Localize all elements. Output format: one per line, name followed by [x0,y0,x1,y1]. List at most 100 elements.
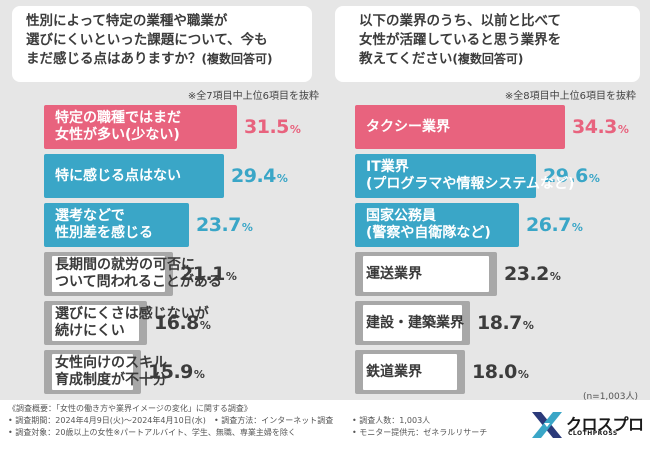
bar-value-unit: % [517,368,529,381]
bar-accent: 特に感じる点はない [44,154,224,198]
logo-text-en: CLOTHPROSS [568,430,618,437]
bar-inner [52,354,133,390]
bar-value-number: 18.7 [477,312,522,334]
bar-value-number: 23.7 [196,214,241,236]
bar-label-line: 国家公務員 [366,208,436,224]
bar-value: 23.2% [504,263,561,285]
bar-label: 長期間の就労の可否に ついて問われることがある [44,257,222,291]
bar-value-number: 18.0 [472,361,517,383]
bar-inner [52,256,165,292]
subnote: ※全8項目中上位6項目を抜粋 [504,91,636,102]
question-line: 女性が活躍していると思う業界を [359,32,562,48]
bar-accent: IT業界 (プログラマや情報システムなど) [355,154,574,198]
bar-plain: 建設・建築業界 [355,301,470,345]
question-note: (複数回答可) [452,52,524,66]
bar-row: 運送業界 23.2% [355,249,561,299]
bar-row: 選考などで 性別差を感じる 23.7% [44,200,253,250]
question-note: (複数回答可) [201,52,273,66]
question-line-text: 教えてください [359,51,453,67]
question-line: 教えてください(複数回答可) [359,50,632,69]
survey-overview: 《調査概要：「女性の働き方や業界イメージの変化」に関する調査》 [8,404,252,413]
bar-accent: 国家公務員 (警察や自衛隊など) [355,203,519,247]
bar-label-line: 続けにくい [55,323,125,339]
bar-value-unit: % [289,123,301,136]
bar-value-unit: % [276,172,288,185]
bar-value: 21.1% [180,263,237,285]
survey-footer: 《調査概要：「女性の働き方や業界イメージの変化」に関する調査》 • 調査期間：2… [0,400,650,450]
bar-label-line: 性別差を感じる [55,225,153,241]
bar-value-number: 23.2 [504,263,549,285]
bar-label-line: 女性が多い(少ない) [55,127,180,143]
bar-label: 特定の職種ではまだ 女性が多い(少ない) [44,110,181,144]
bar-row: 長期間の就労の可否に ついて問われることがある 21.1% [44,249,237,299]
question-line: 性別によって特定の業種や職業が [26,13,228,29]
bar-row: 特に感じる点はない 29.4% [44,151,288,201]
bar-value-unit: % [617,123,629,136]
bar-label: 国家公務員 (警察や自衛隊など) [355,208,491,242]
bar-label: IT業界 (プログラマや情報システムなど) [355,159,574,193]
bar-value: 29.4% [231,165,288,187]
bar-label-line: IT業界 [366,159,409,175]
brand-logo: クロスプロ CLOTHPROSS [530,406,644,444]
bar-row: 特定の職種ではまだ 女性が多い(少ない) 31.5% [44,102,301,152]
bar-plain: 長期間の就労の可否に ついて問われることがある [44,252,222,296]
bar-value: 18.0% [472,361,529,383]
bar-value-number: 29.6 [543,165,588,187]
bar-label: 女性向けのスキル 育成制度が不十分 [44,355,167,389]
bar-value: 16.8% [154,312,211,334]
bar-label-line: 選びにくさは感じないが [55,306,209,322]
question-line: 選びにくいといった課題について、今も [26,32,268,48]
survey-target: • 調査対象：20歳以上の女性※パートアルバイト、学生、無職、専業主婦を除く [8,428,296,437]
bar-row: 選びにくさは感じないが 続けにくい 16.8% [44,298,211,348]
sample-size: (n=1,003人) [582,392,638,402]
survey-provider: • モニター提供元：ゼネラルリサーチ [352,428,488,437]
bar-label: 特に感じる点はない [44,168,181,185]
bar-row: 建設・建築業界 18.7% [355,298,534,348]
bar-accent: 選考などで 性別差を感じる [44,203,189,247]
bar-value-unit: % [199,319,211,332]
bar-plain: 女性向けのスキル 育成制度が不十分 [44,350,167,394]
bar-inner [363,305,462,341]
bar-inner [363,256,489,292]
bar-row: 女性向けのスキル 育成制度が不十分 15.9% [44,347,205,397]
question-box: 性別によって特定の業種や職業が 選びにくいといった課題について、今も まだ感じる… [12,6,312,82]
bar-value: 23.7% [196,214,253,236]
bar-value-number: 16.8 [154,312,199,334]
bar-label: 選考などで 性別差を感じる [44,208,153,242]
bar-value-unit: % [588,172,600,185]
survey-period: • 調査期間：2024年4月9日(火)～2024年4月10日(水) [8,416,206,425]
bar-label-line: 鉄道業界 [366,363,422,380]
survey-method: • 調査方法：インターネット調査 [214,416,334,425]
bar-row: 国家公務員 (警察や自衛隊など) 26.7% [355,200,583,250]
bar-label: 選びにくさは感じないが 続けにくい [44,306,209,340]
bar-value: 34.3% [572,116,629,138]
bar-value-number: 34.3 [572,116,617,138]
bar-row: タクシー業界 34.3% [355,102,629,152]
bar-value: 18.7% [477,312,534,334]
bar-highlight: タクシー業界 [355,105,565,149]
bar-value: 26.7% [526,214,583,236]
bar-plain: 運送業界 [355,252,497,296]
bar-inner [52,305,139,341]
question-line-text: まだ感じる点はありますか？ [26,51,202,67]
bar-inner [363,354,457,390]
bar-plain: 鉄道業界 [355,350,465,394]
bar-value-number: 21.1 [180,263,225,285]
bar-value: 29.6% [543,165,600,187]
bar-label: 鉄道業界 [355,364,422,381]
bar-label-line: 選考などで [55,208,125,224]
bar-label-line: 長期間の就労の可否に [55,257,195,273]
bar-label-line: 特定の職種ではまだ [55,110,181,126]
bar-value-unit: % [225,270,237,283]
bar-label: 建設・建築業界 [355,315,464,332]
question-line: 以下の業界のうち、以前と比べて [359,13,561,29]
bar-value-number: 31.5 [244,116,289,138]
bar-value-unit: % [571,221,583,234]
bar-label-line: ついて問われることがある [55,274,222,290]
bar-label-line: 建設・建築業界 [366,314,464,331]
bar-row: 鉄道業界 18.0% [355,347,529,397]
question-box: 以下の業界のうち、以前と比べて 女性が活躍していると思う業界を 教えてください(… [335,6,640,82]
bar-label-line: (プログラマや情報システムなど) [366,176,575,192]
bar-value-unit: % [193,368,205,381]
bar-value: 31.5% [244,116,301,138]
